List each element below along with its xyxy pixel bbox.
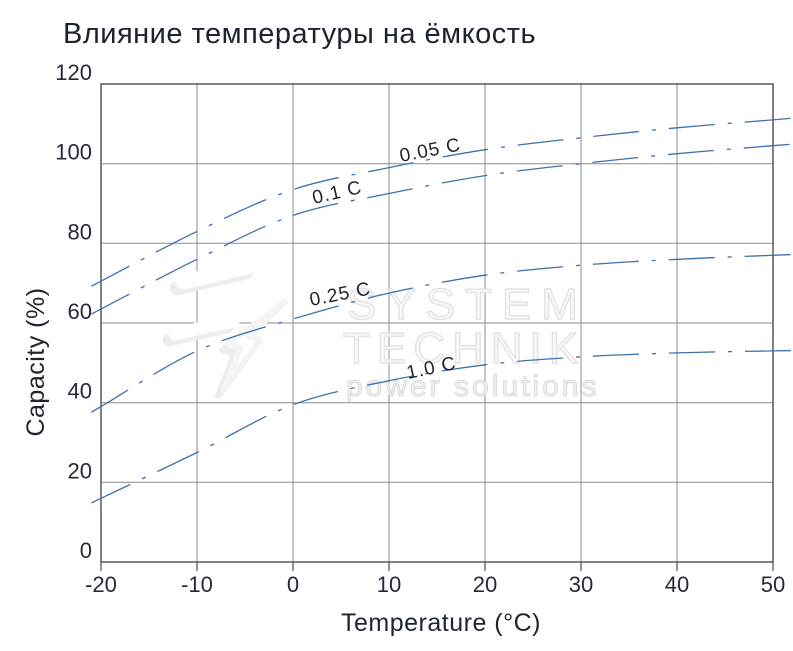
data-curves	[91, 117, 793, 504]
system-technik-logo-icon	[162, 258, 288, 399]
watermark-text-line2: TECHNIK	[343, 324, 585, 373]
y-tick-label: 60	[68, 299, 92, 324]
y-tick-label: 0	[80, 538, 92, 563]
series-curve-0.25C	[91, 253, 793, 413]
y-tick-label: 80	[68, 219, 92, 244]
x-tick-label: 0	[287, 572, 299, 597]
x-tick-label: -10	[181, 572, 213, 597]
plot-border	[100, 83, 774, 563]
y-axis-title: Capacity (%)	[22, 287, 50, 436]
x-tick-label: 10	[377, 572, 401, 597]
y-tick-label: 20	[68, 458, 92, 483]
series-curve-1.0C	[91, 349, 793, 504]
series-curve-0.05C	[91, 117, 793, 287]
x-tick-label: 30	[569, 572, 593, 597]
watermark: SYSTEM TECHNIK power solutions	[162, 258, 599, 404]
y-tick-label: 40	[68, 379, 92, 404]
x-tick-label: 50	[761, 572, 785, 597]
curve-label-0.05C: 0.05 C	[398, 134, 463, 166]
y-tick-label: 120	[55, 60, 92, 85]
x-tick-label: -20	[85, 572, 117, 597]
axis-tick-labels: 0 20 40 60 80 100 120 -20 -10 0 10 20 30 40 50	[55, 60, 785, 597]
y-tick-label: 100	[55, 140, 92, 165]
x-tick-label: 40	[665, 572, 689, 597]
watermark-text-line1: SYSTEM	[347, 280, 588, 329]
x-tick-label: 20	[473, 572, 497, 597]
x-axis-title: Temperature (°C)	[341, 609, 541, 637]
chart-title: Влияние температуры на ёмкость	[63, 18, 536, 50]
watermark-text-line3: power solutions	[346, 370, 599, 403]
series-curve-0.1C	[91, 143, 793, 315]
